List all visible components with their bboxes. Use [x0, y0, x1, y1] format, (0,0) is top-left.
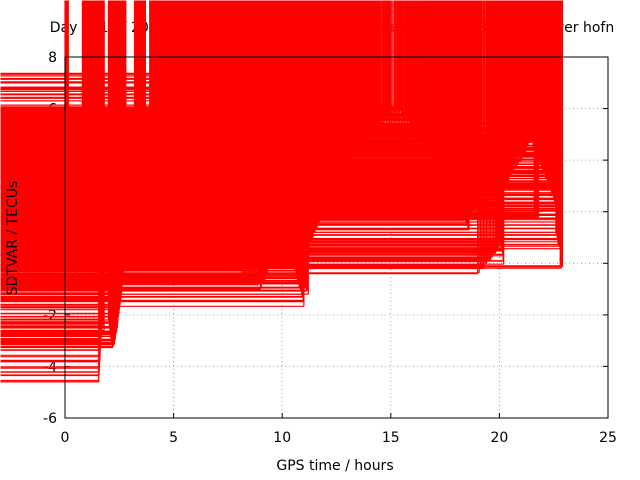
- y-axis-label: SDTVAR / TECUs: [5, 181, 21, 296]
- x-axis-label: GPS time / hours: [276, 458, 393, 474]
- series-trace-y: [0, 0, 561, 250]
- x-tick-label: 15: [382, 430, 400, 446]
- x-tick-label: 0: [61, 430, 70, 446]
- y-tick-label: 8: [48, 50, 57, 66]
- x-tick-label: 25: [599, 430, 617, 446]
- data-points: [0, 0, 563, 383]
- x-tick-label: 10: [273, 430, 291, 446]
- series-trace-n: [0, 0, 225, 102]
- series-trace-x: [0, 0, 540, 218]
- series-trace-z: [0, 0, 563, 269]
- x-tick-label: 5: [169, 430, 178, 446]
- series-trace-f: [0, 0, 123, 349]
- x-tick-label: 20: [490, 430, 508, 446]
- plot-frame: [64, 56, 609, 419]
- y-tick-label: -6: [43, 411, 57, 427]
